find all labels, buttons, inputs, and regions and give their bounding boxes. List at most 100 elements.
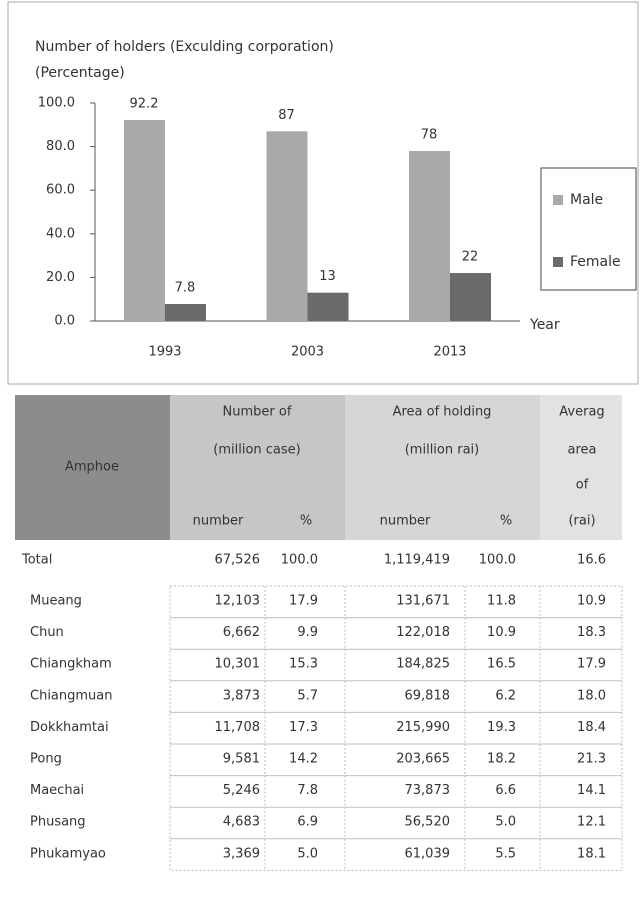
cell-value: 122,018 (396, 625, 450, 640)
row-label: Pong (30, 752, 62, 767)
legend-label: Male (570, 192, 603, 208)
row-label: Chiangkham (30, 657, 112, 672)
cell-value: 73,873 (405, 783, 451, 798)
cell-value: 67,526 (215, 553, 261, 568)
cell-value: 11.8 (487, 594, 516, 609)
cell-value: 18.4 (577, 720, 606, 735)
row-label: Chiangmuan (30, 688, 113, 703)
cell-value: 10.9 (577, 594, 606, 609)
cell-value: 6.9 (297, 815, 318, 830)
cell-value: 14.2 (289, 752, 318, 767)
header-text: Averag (559, 405, 604, 420)
cell-value: 16.5 (487, 657, 516, 672)
cell-value: 5.7 (297, 688, 318, 703)
legend-box (540, 167, 637, 291)
cell-value: 5.0 (297, 846, 318, 861)
cell-value: 18.0 (577, 688, 606, 703)
cell-value: 17.9 (289, 594, 318, 609)
cell-value: 14.1 (577, 783, 606, 798)
cell-value: 100.0 (281, 553, 318, 568)
cell-value: 6.2 (495, 688, 516, 703)
bar (124, 120, 165, 321)
cell-value: 10.9 (487, 625, 516, 640)
header-cell (345, 395, 540, 540)
cell-value: 184,825 (396, 657, 450, 672)
header-text: of (576, 478, 589, 493)
cell-value: 18.1 (577, 846, 606, 861)
header-text: Number of (223, 405, 292, 420)
cell-value: 9.9 (297, 625, 318, 640)
cell-value: 12,103 (215, 594, 261, 609)
header-text: (million rai) (405, 443, 480, 458)
cell-value: 18.2 (487, 752, 516, 767)
cell-value: 12.1 (577, 815, 606, 830)
data-label: 78 (421, 127, 438, 142)
cell-value: 3,873 (223, 688, 260, 703)
x-tick-label: 1993 (148, 345, 181, 360)
cell-value: 100.0 (479, 553, 516, 568)
cell-value: 6.6 (495, 783, 516, 798)
y-tick-label: 80.0 (46, 139, 75, 154)
legend-swatch (553, 195, 563, 205)
header-cell (540, 395, 622, 540)
legend-label: Female (570, 254, 621, 270)
subheader-text: % (300, 514, 312, 529)
bar (307, 292, 349, 321)
row-label: Maechai (30, 783, 84, 798)
legend-swatch (553, 257, 563, 267)
cell-value: 7.8 (297, 783, 318, 798)
cell-value: 56,520 (405, 815, 451, 830)
y-tick-label: 60.0 (46, 183, 75, 198)
chart-frame (7, 1, 639, 385)
cell-value: 5.0 (495, 815, 516, 830)
cell-value: 61,039 (405, 846, 451, 861)
cell-value: 3,369 (223, 846, 260, 861)
row-label: Phukamyao (30, 846, 106, 861)
cell-value: 16.6 (577, 553, 606, 568)
header-text: (rai) (568, 514, 595, 529)
bar (409, 150, 450, 321)
cell-value: 4,683 (223, 815, 260, 830)
x-tick-label: 2013 (433, 345, 466, 360)
subheader-text: number (380, 514, 431, 529)
header-cell (15, 395, 170, 540)
subheader-text: % (500, 514, 512, 529)
data-label: 87 (278, 108, 295, 123)
cell-value: 5.5 (495, 846, 516, 861)
cell-value: 9,581 (223, 752, 260, 767)
cell-value: 10,301 (215, 657, 261, 672)
cell-value: 203,665 (396, 752, 450, 767)
header-cell (170, 395, 345, 540)
chart-title: Number of holders (Exculding corporation… (35, 39, 334, 55)
header-text: Area of holding (393, 405, 492, 420)
cell-value: 131,671 (396, 594, 450, 609)
row-label: Phusang (30, 815, 86, 830)
row-label: Chun (30, 625, 64, 640)
data-label: 13 (319, 269, 336, 284)
chart-subtitle: (Percentage) (35, 65, 125, 81)
cell-value: 21.3 (577, 752, 606, 767)
row-label: Dokkhamtai (30, 720, 109, 735)
y-tick-label: 40.0 (46, 226, 75, 241)
data-label: 92.2 (130, 97, 159, 112)
cell-value: 15.3 (289, 657, 318, 672)
header-text: (million case) (213, 443, 300, 458)
x-tick-label: 2003 (291, 345, 324, 360)
cell-value: 69,818 (405, 688, 451, 703)
cell-value: 6,662 (223, 625, 260, 640)
cell-value: 17.3 (289, 720, 318, 735)
cell-value: 18.3 (577, 625, 606, 640)
row-label: Mueang (30, 594, 82, 609)
bar (266, 131, 308, 321)
row-label: Total (21, 553, 52, 568)
cell-value: 17.9 (577, 657, 606, 672)
cell-value: 5,246 (223, 783, 260, 798)
cell-value: 11,708 (215, 720, 261, 735)
cell-value: 215,990 (396, 720, 450, 735)
data-label: 22 (462, 250, 479, 265)
data-label: 7.8 (175, 280, 196, 295)
y-tick-label: 0.0 (54, 314, 75, 329)
header-text: area (568, 443, 597, 458)
cell-value: 19.3 (487, 720, 516, 735)
